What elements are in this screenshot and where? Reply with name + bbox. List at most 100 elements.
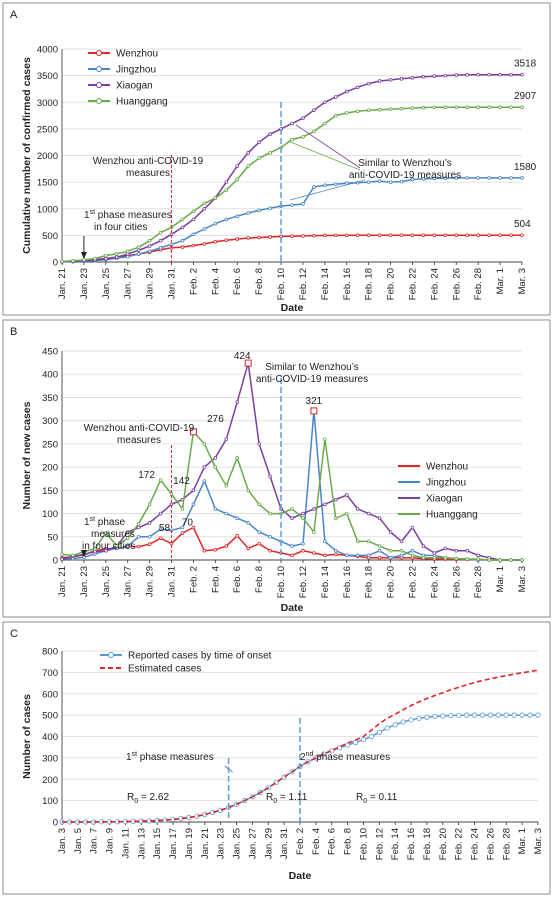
similar-measures-label: Similar to Wenzhou’s (265, 362, 359, 373)
data-point (104, 548, 108, 553)
y-tick-label: 300 (42, 753, 58, 764)
data-point (454, 73, 459, 77)
data-point (509, 105, 513, 110)
data-point (388, 180, 393, 184)
data-point (377, 516, 382, 520)
legend-label: Jingzhou (116, 65, 156, 76)
data-point (366, 81, 371, 86)
data-point (147, 534, 152, 539)
r0-label-3-base: R (356, 792, 363, 803)
data-point (476, 233, 480, 237)
data-point (246, 236, 250, 240)
data-point (416, 715, 422, 721)
y-tick-label: 400 (42, 370, 58, 381)
data-point (520, 233, 524, 237)
data-point (360, 737, 367, 743)
data-point (388, 530, 393, 534)
x-tick-label: Jan. 31 (279, 828, 290, 859)
data-point (290, 137, 294, 142)
first-phase-label-base: 1 (84, 210, 90, 221)
x-tick-label: Jan. 21 (200, 828, 211, 859)
data-point (410, 106, 415, 110)
legend-label: Huanggang (116, 97, 168, 108)
x-tick-label: Feb. 16 (406, 828, 417, 860)
y-tick-label: 450 (42, 347, 58, 358)
first-phase-label: 1st phase (84, 516, 125, 528)
data-point (377, 107, 382, 112)
data-point (520, 105, 524, 110)
y-tick-label: 200 (42, 463, 58, 474)
data-point (352, 739, 359, 746)
x-tick-label: Jan. 21 (57, 566, 68, 597)
data-point (136, 544, 141, 549)
x-tick-label: Mar. 1 (495, 268, 506, 294)
data-point (400, 719, 406, 725)
x-tick-label: Feb. 14 (320, 268, 331, 300)
x-tick-label: Jan. 3 (57, 828, 68, 854)
peak-marker (189, 428, 197, 436)
data-point (301, 135, 305, 139)
data-point (376, 729, 382, 735)
data-point (384, 725, 390, 731)
data-point (191, 243, 196, 248)
data-point (498, 105, 502, 110)
data-point (257, 140, 261, 144)
x-tick-label: Jan. 25 (101, 268, 112, 299)
y-tick-label: 50 (47, 532, 58, 543)
data-point (388, 107, 393, 111)
data-point (334, 548, 338, 553)
r0-label-2-base: R (266, 792, 273, 803)
data-point (366, 108, 371, 113)
wenzhou-measures-label: Wenzhou anti-COVID-19 (84, 423, 195, 434)
data-point (463, 712, 470, 718)
data-point (355, 233, 360, 238)
data-point (509, 233, 513, 237)
y-tick-label: 250 (42, 439, 58, 450)
x-tick-label: Jan. 11 (120, 828, 131, 858)
data-point (448, 712, 454, 719)
x-tick-label: Feb. 10 (358, 828, 369, 860)
x-tick-label: Feb. 16 (342, 566, 353, 598)
data-point (421, 74, 426, 79)
x-tick-label: Feb. 2 (295, 828, 306, 855)
data-point (520, 72, 524, 77)
legend: Reported cases by time of onset Estimated… (100, 651, 272, 675)
y-tick-label: 700 (42, 668, 58, 679)
peak-marker (244, 359, 252, 367)
r0-label-3-script: 0 (363, 798, 367, 805)
data-point (202, 227, 207, 231)
y-tick-label: 400 (42, 732, 58, 743)
y-tick-label: 350 (42, 393, 58, 404)
x-tick-label: Jan. 13 (136, 828, 147, 859)
data-point (301, 511, 305, 516)
data-point (388, 548, 393, 553)
legend-marker (96, 50, 102, 56)
data-point (158, 230, 163, 235)
second-phase-label: 2nd phase measures (300, 751, 390, 763)
data-point (519, 712, 525, 718)
legend: Wenzhou Jingzhou Xiaogan Huanggang (88, 49, 168, 108)
x-tick-label: Jan. 25 (101, 566, 112, 597)
y-tick-label: 3000 (37, 98, 58, 109)
data-point (224, 188, 229, 192)
x-tick-label: Feb. 14 (320, 566, 331, 598)
data-point (509, 72, 513, 77)
data-point (301, 541, 305, 546)
r0-label-1-rest: = 2.62 (138, 792, 169, 803)
x-tick-label: Jan. 7 (89, 828, 100, 854)
data-point (443, 233, 448, 237)
data-point (366, 511, 371, 516)
data-point (290, 234, 294, 238)
data-point (421, 544, 426, 548)
peak-marker (310, 407, 318, 415)
data-point (235, 400, 240, 404)
data-point (410, 525, 415, 530)
x-tick-label: Feb. 16 (342, 268, 353, 300)
data-point (476, 553, 480, 558)
x-tick-label: Jan. 23 (79, 566, 90, 597)
y-tick-label: 150 (42, 486, 58, 497)
first-phase-label-3: in four cities (82, 541, 135, 552)
data-point (147, 238, 152, 243)
